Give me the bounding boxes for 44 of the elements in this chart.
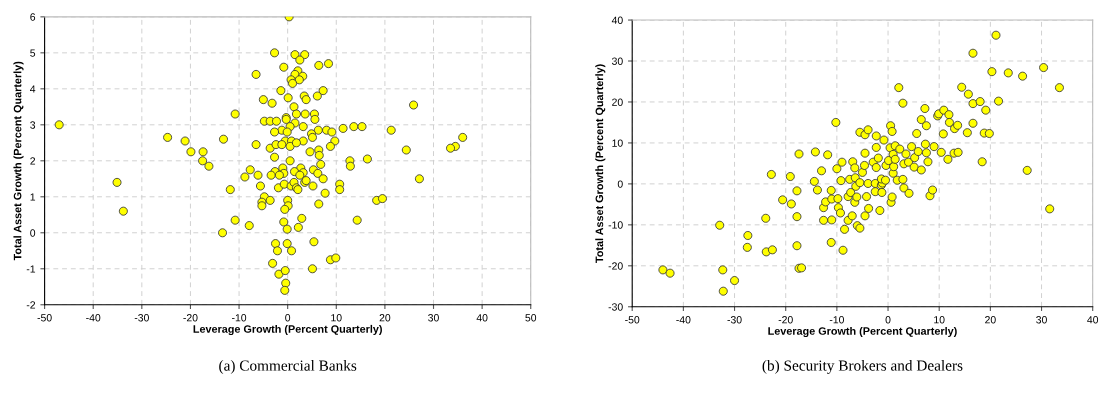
y-tick-label: 2	[30, 157, 36, 165]
y-tick-label: 30	[611, 57, 623, 65]
x-tick-label: 0	[285, 314, 291, 322]
y-tick-label: -10	[608, 221, 623, 229]
x-tick-label: -50	[625, 316, 640, 324]
x-tick-label: 30	[428, 314, 439, 322]
x-tick-label: -10	[829, 316, 844, 324]
x-tick-label: -10	[231, 314, 247, 322]
y-tick-label: 10	[612, 139, 623, 147]
x-tick-label: 20	[379, 314, 391, 322]
x-tick-label: 30	[1036, 316, 1047, 324]
x-tick-label: -20	[778, 316, 793, 324]
y-tick-label: 6	[30, 13, 36, 21]
y-tick-label: 20	[612, 98, 623, 106]
x-tick-label: -20	[183, 314, 198, 322]
y-tick-label: -20	[608, 262, 623, 270]
x-tick-label: 0	[885, 316, 891, 324]
x-axis-title: Leverage Growth (Percent Quarterly)	[768, 326, 957, 338]
x-tick-label: -40	[676, 316, 691, 324]
x-tick-label: -40	[86, 314, 101, 322]
y-tick-label: 0	[617, 180, 623, 188]
y-tick-label: 4	[30, 85, 36, 93]
y-tick-label: 5	[30, 49, 36, 57]
text: (b) Security Brokers and Dealers	[762, 359, 963, 374]
x-tick-label: -50	[37, 314, 52, 322]
y-tick-label: -1	[26, 265, 36, 273]
y-axis-title: Total Asset Growth (Percent Quarterly)	[13, 61, 24, 261]
x-tick-label: 20	[985, 316, 996, 324]
x-tick-label: 10	[934, 316, 945, 324]
x-tick-label: 40	[476, 314, 488, 322]
y-tick-label: 40	[611, 16, 623, 24]
y-tick-label: 3	[30, 121, 36, 129]
x-tick-label: -30	[727, 316, 742, 324]
text: (a) Commercial Banks	[219, 359, 357, 374]
x-tick-label: 50	[525, 314, 537, 322]
y-tick-label: -30	[608, 303, 623, 311]
y-tick-label: -2	[26, 301, 36, 309]
y-tick-label: 1	[30, 193, 36, 201]
y-axis-title: Total Asset Growth (Percent Quarterly)	[595, 64, 606, 263]
x-tick-label: 40	[1087, 316, 1099, 324]
x-tick-label: -30	[134, 314, 149, 322]
x-tick-label: 10	[331, 314, 342, 322]
y-tick-label: 0	[30, 229, 36, 237]
x-axis-title: Leverage Growth (Percent Quarterly)	[193, 324, 382, 336]
